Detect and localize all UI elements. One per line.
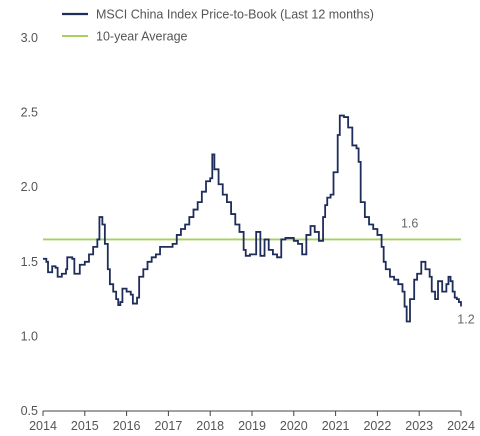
y-tick-label: 3.0 bbox=[21, 31, 38, 45]
legend: MSCI China Index Price-to-Book (Last 12 … bbox=[62, 8, 374, 44]
data-labels: 1.6 1.2 bbox=[401, 216, 475, 326]
x-tick-label: 2021 bbox=[322, 419, 350, 433]
y-tick-label: 1.5 bbox=[21, 255, 38, 269]
y-tick-label: 1.0 bbox=[21, 329, 38, 343]
x-tick-label: 2024 bbox=[447, 419, 475, 433]
x-tick-label: 2020 bbox=[280, 419, 308, 433]
legend-label-pb: MSCI China Index Price-to-Book (Last 12 … bbox=[96, 8, 374, 22]
x-tick-label: 2023 bbox=[405, 419, 433, 433]
x-tick-label: 2018 bbox=[196, 419, 224, 433]
y-tick-label: 2.0 bbox=[21, 180, 38, 194]
data-label: 1.2 bbox=[457, 313, 474, 327]
x-tick-label: 2022 bbox=[363, 419, 391, 433]
x-tick-label: 2015 bbox=[71, 419, 99, 433]
axes: 0.5 1.0 1.5 2.0 2.5 3.0 2014 2015 2016 2017 2018 20… bbox=[21, 31, 475, 433]
x-tick-label: 2019 bbox=[238, 419, 266, 433]
data-label: 1.6 bbox=[401, 216, 418, 230]
y-tick-label: 2.5 bbox=[21, 106, 38, 120]
x-tick-label: 2016 bbox=[113, 419, 141, 433]
y-tick-label: 0.5 bbox=[21, 404, 38, 418]
legend-label-avg: 10-year Average bbox=[96, 30, 188, 44]
x-tick-label: 2017 bbox=[154, 419, 182, 433]
series-line-price-to-book bbox=[43, 114, 462, 323]
plot-area bbox=[43, 114, 462, 323]
x-tick-label: 2014 bbox=[29, 419, 57, 433]
